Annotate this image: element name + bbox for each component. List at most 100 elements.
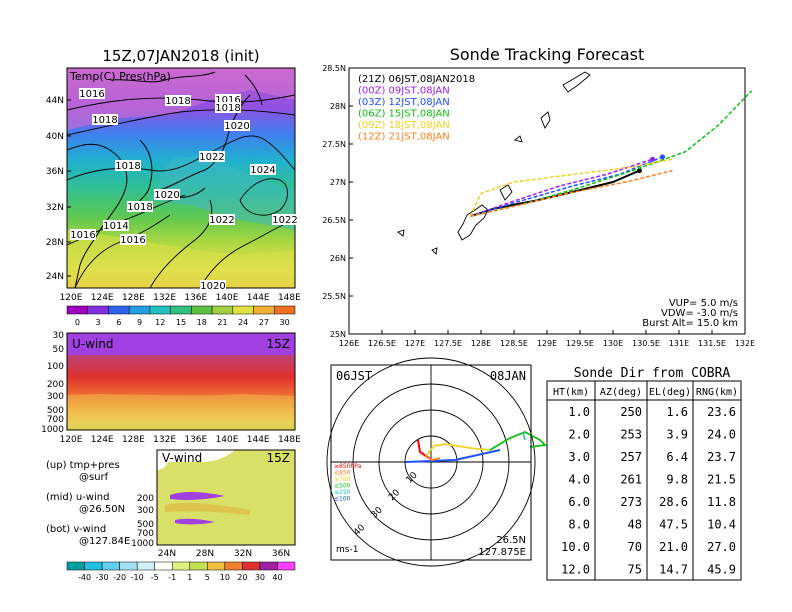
cobra-table: HT(km) AZ(deg) EL(deg) RNG(km) 1.0 250 1.6 23.6… — [546, 380, 742, 581]
map-lat-tick: 36N — [46, 167, 64, 177]
temperature-colorbar-swatch — [170, 305, 192, 315]
panel-note: @127.84E — [79, 536, 130, 547]
map-lon-tick: 140E — [216, 293, 239, 303]
table-header-cell: EL(deg) — [649, 387, 691, 398]
isobar-label-bg — [115, 160, 141, 171]
table-cell: 27.0 — [707, 540, 736, 554]
temperature-colorbar-label: 21 — [217, 318, 227, 327]
isobar-label-bg — [92, 114, 118, 125]
table-cell: 4.0 — [568, 473, 590, 487]
temperature-colorbar-swatch — [149, 305, 171, 315]
table-cell: 8.0 — [568, 518, 590, 532]
table-cell: 3.9 — [666, 428, 688, 442]
u-wind-pressure-tick: 700 — [47, 415, 64, 425]
isobar-label: 1018 — [165, 96, 190, 107]
temperature-colorbar-swatch — [191, 305, 213, 315]
wind-colorbar-label: -1 — [168, 573, 176, 582]
temperature-colorbar-swatch — [253, 305, 275, 315]
track-x-tick: 130.5E — [632, 339, 660, 348]
v-wind-lat-tick: 24N — [158, 549, 176, 559]
table-cell: 75 — [628, 563, 642, 577]
panel-note: (bot) v-wind — [46, 524, 106, 535]
table-header-cell: AZ(deg) — [600, 387, 642, 398]
track-legend-item: (12Z) 21JST,08JAN — [358, 132, 450, 143]
temperature-colorbar-label: 18 — [197, 318, 207, 327]
panel-note: (up) tmp+pres — [46, 460, 120, 471]
track-line — [469, 158, 673, 217]
table-cell: 10.4 — [707, 518, 736, 532]
table-cell: 11.8 — [707, 495, 736, 509]
map-lon-ticks: 120E 124E 128E 132E 136E 140E 144E 148E — [60, 293, 302, 303]
wind-colorbar-label: 40 — [272, 573, 282, 582]
track-x-ticks: 126E 126.5E 127E 127.5E 128E 128.5E 129E 129.5E… — [339, 330, 755, 348]
wind-colorbar-swatch — [136, 561, 155, 571]
isobar-label-bg — [103, 220, 129, 231]
track-line — [470, 169, 673, 217]
isobar-label-bg — [165, 95, 191, 106]
u-wind-pressure-tick: 50 — [53, 345, 65, 355]
isobar-label: 1018 — [115, 161, 140, 172]
table-cell: 28.6 — [659, 495, 688, 509]
table-cell: 21.0 — [659, 540, 688, 554]
map-lat-tick: 44N — [46, 96, 64, 106]
polar-legend: ≥850hPa≤850≤700≤500≤250≤100 — [334, 463, 362, 503]
track-x-tick: 128E — [471, 339, 491, 348]
u-wind-pressure-tick: 300 — [47, 392, 64, 402]
u-wind-lon-tick: 128E — [122, 435, 145, 445]
v-wind-time: 15Z — [267, 451, 291, 465]
temperature-colorbar-label: 24 — [238, 318, 248, 327]
isobar-label: 1016 — [70, 230, 95, 241]
panel-note: @surf — [79, 472, 109, 483]
v-wind-lat-tick: 32N — [234, 549, 252, 559]
table-frame — [546, 380, 742, 581]
temperature-colorbar-label: 27 — [259, 318, 269, 327]
track-y-tick: 27.5N — [322, 140, 346, 149]
polar-legend-item: ≥850hPa — [334, 463, 362, 470]
u-wind-pressure-tick: 100 — [47, 362, 64, 372]
map-lon-tick: 120E — [60, 293, 83, 303]
track-legend-item: (03Z) 12JST,08JAN — [358, 97, 450, 108]
map-lon-tick: 136E — [184, 293, 207, 303]
isobar-label-bg — [209, 214, 235, 225]
u-wind-panel — [66, 332, 296, 431]
v-wind-pressure-tick: 200 — [137, 494, 154, 504]
u-wind-lon-tick: 120E — [60, 435, 83, 445]
isobar-label-bg — [79, 88, 105, 99]
table-header-cell: HT(km) — [553, 387, 589, 398]
isobar-label: 1018 — [92, 115, 117, 126]
u-wind-lon-tick: 132E — [153, 435, 176, 445]
isobar-label: 1022 — [199, 152, 224, 163]
v-wind-label: V-wind — [162, 451, 202, 465]
isobar-label-bg — [200, 280, 226, 291]
polar-unit: ms-1 — [336, 545, 358, 555]
temperature-colorbar-swatch — [108, 305, 130, 315]
track-y-tick: 26N — [330, 254, 346, 263]
track-x-tick: 127.5E — [434, 339, 462, 348]
polar-legend-item: ≤100 — [334, 496, 351, 503]
track-annotation: VUP= 5.0 m/s — [669, 298, 738, 309]
polar-left-label: 06JST — [336, 369, 372, 383]
wind-colorbar-label: -10 — [131, 573, 144, 582]
panel-notes: (up) tmp+pres@surf (mid) u-wind@26.50N (bo… — [46, 460, 130, 547]
table-cell: 10.0 — [561, 540, 590, 554]
table-cell: 261 — [620, 473, 642, 487]
map-lat-tick: 32N — [46, 203, 64, 213]
isobar-label-bg — [70, 229, 96, 240]
wind-colorbar-label: -5 — [151, 573, 159, 582]
map-lat-tick: 40N — [46, 132, 64, 142]
table-header-cell: RNG(km) — [696, 387, 738, 398]
isobar-label-bg — [250, 164, 276, 175]
isobar-label-bg — [154, 189, 180, 200]
left-title: 15Z,07JAN2018 (init) — [102, 47, 259, 65]
isobar-label: 1018 — [215, 103, 240, 114]
table-cell: 1.6 — [666, 405, 688, 419]
isobar-label: 1014 — [103, 221, 128, 232]
v-wind-pressure-tick: 700 — [137, 529, 154, 539]
u-wind-pressure-tick: 1000 — [41, 425, 64, 435]
isobar-label: 1018 — [127, 202, 152, 213]
table-cell: 9.8 — [666, 473, 688, 487]
temperature-colorbar-label: 30 — [280, 318, 290, 327]
